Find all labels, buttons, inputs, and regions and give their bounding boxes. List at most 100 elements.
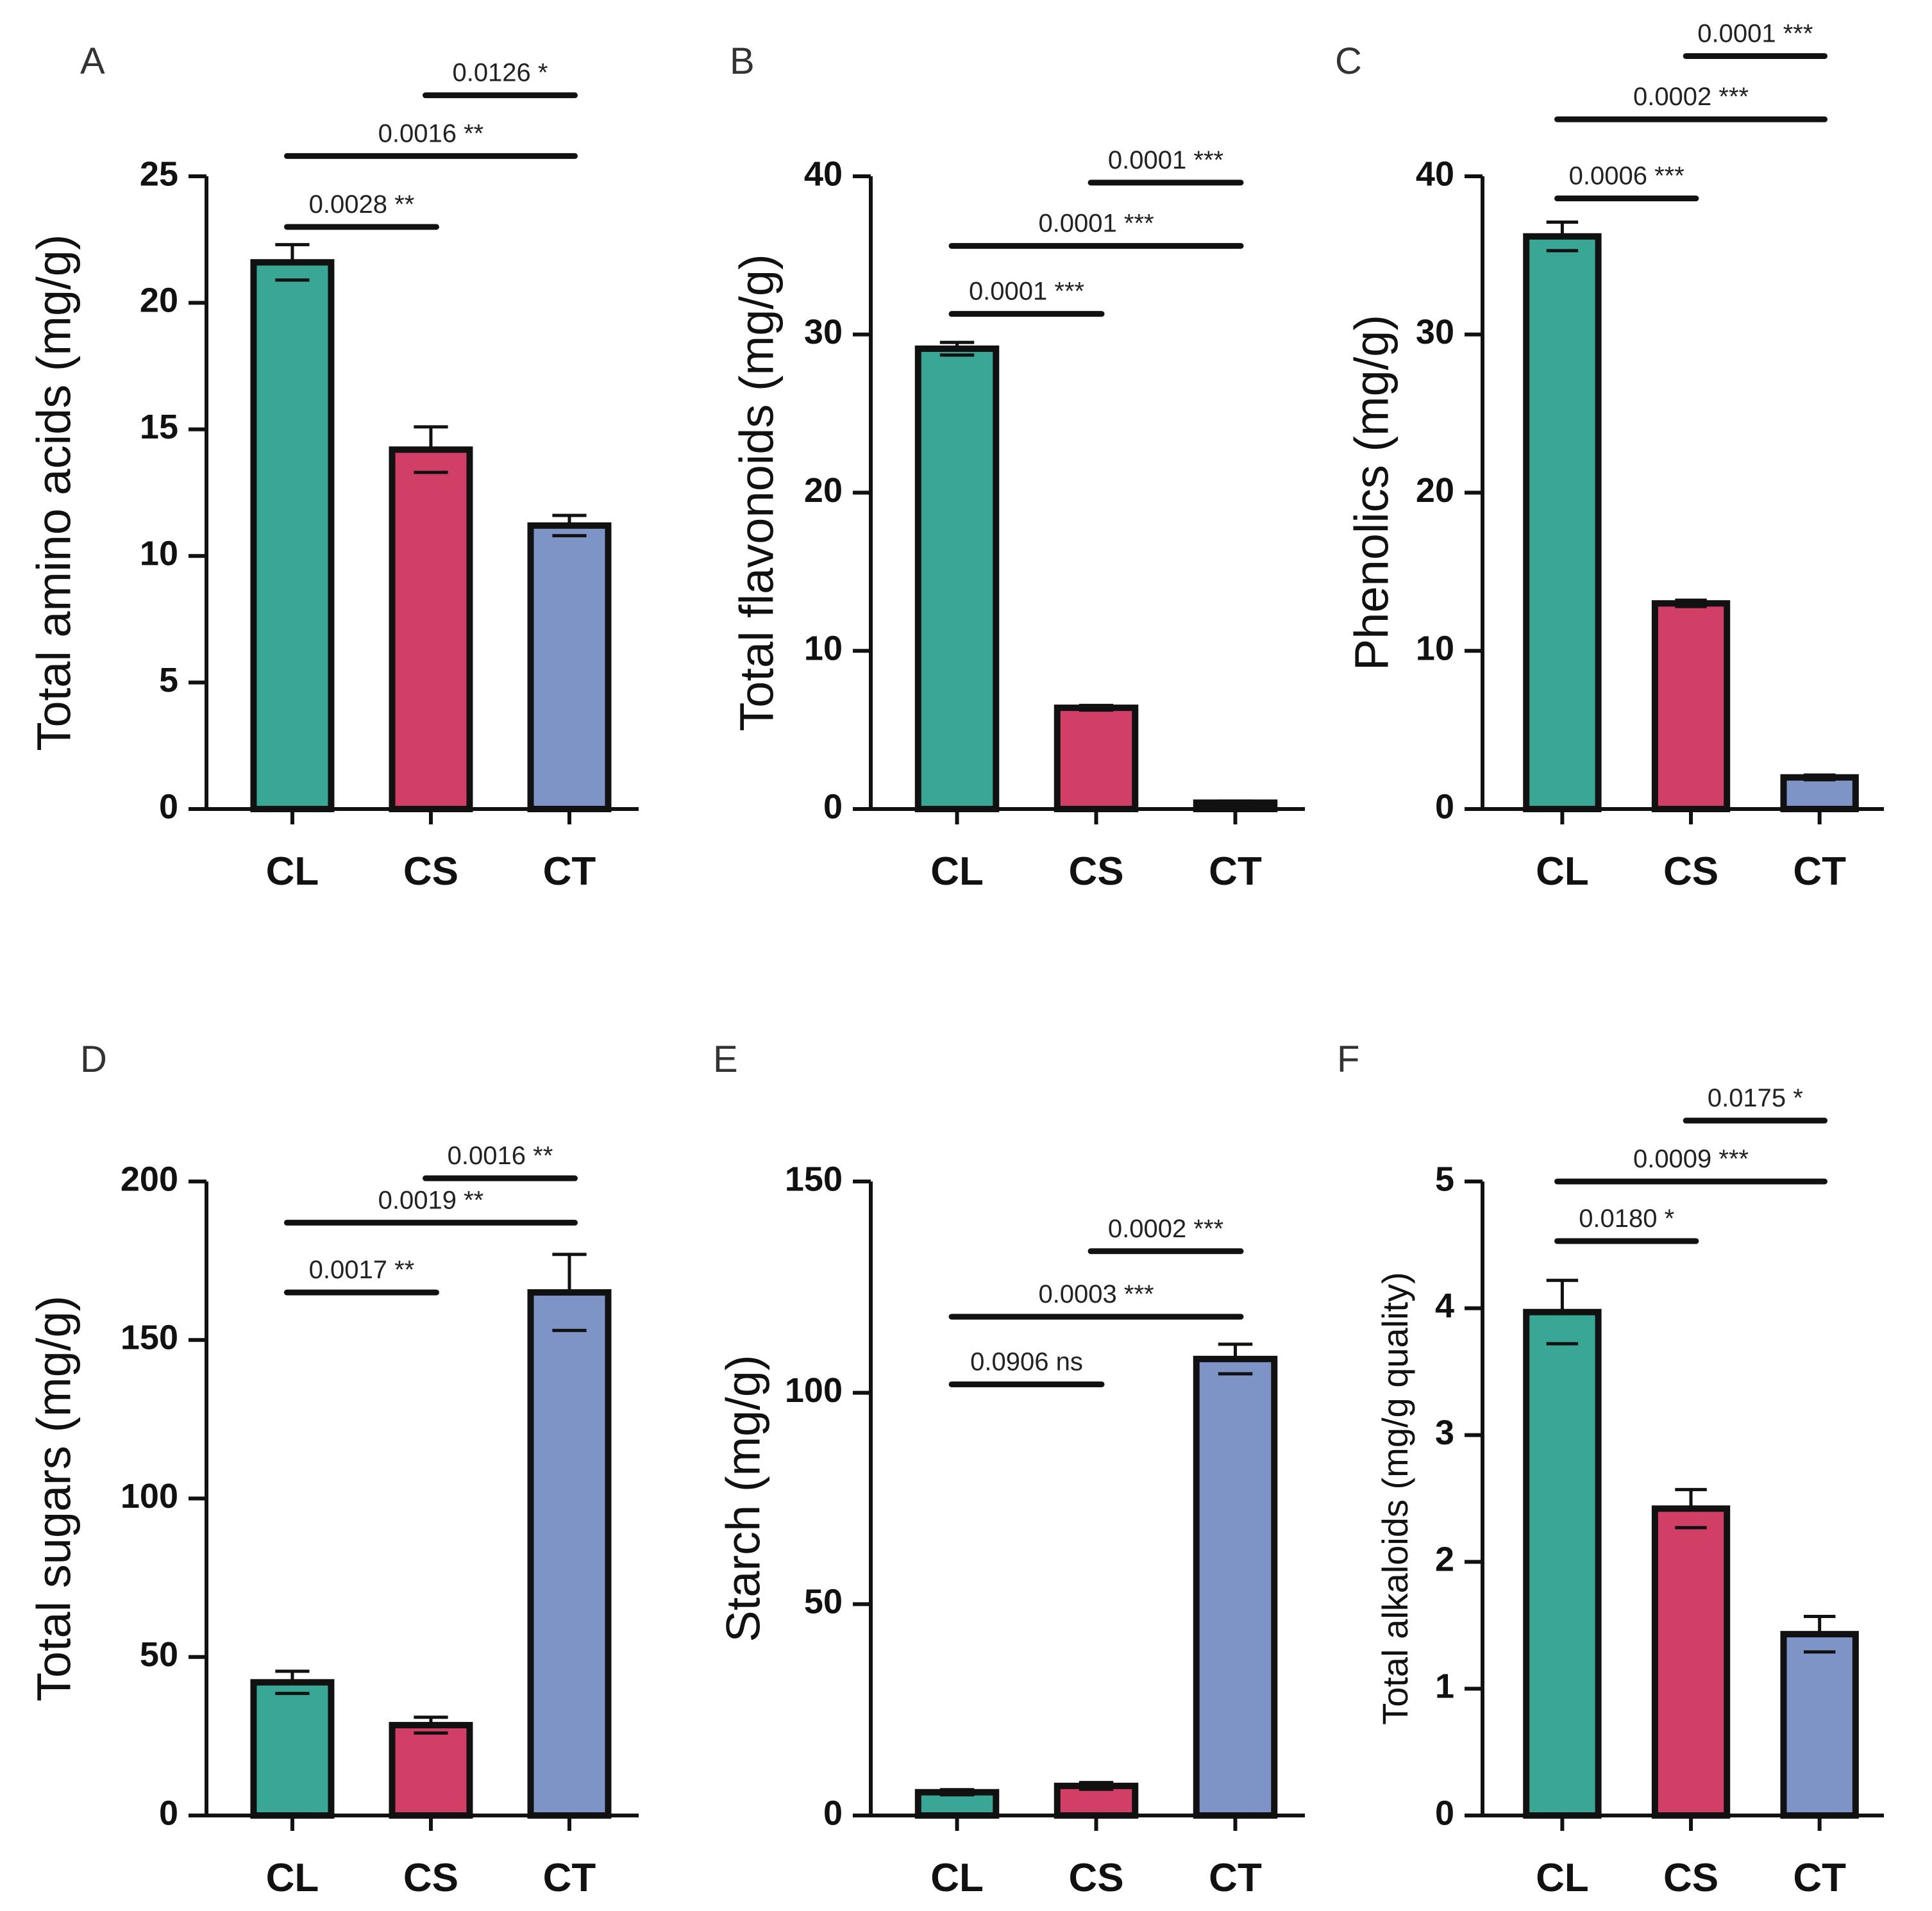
panel-a: A Total amino acids (mg/g) 0 5 10 15 20 25 CL C… [28, 40, 639, 894]
panel-letter: F [1337, 1039, 1359, 1080]
x-tick-label-cs: CS [1068, 849, 1123, 894]
x-tick-label-cl: CL [1536, 1856, 1589, 1900]
y-tick-label: 50 [804, 1583, 843, 1621]
significance-label: 0.0126 * [452, 59, 548, 87]
panel-letter: C [1335, 40, 1362, 82]
bar-cl [250, 259, 335, 812]
significance-label: 0.0016 ** [448, 1142, 553, 1170]
bar-cl [1523, 1308, 1602, 1819]
y-tick-label: 20 [140, 281, 178, 320]
x-tick-label-cs: CS [1068, 1856, 1123, 1900]
y-tick-label: 100 [121, 1477, 178, 1515]
y-tick-label: 0 [1435, 1794, 1454, 1832]
x-tick-label-ct: CT [543, 1856, 596, 1900]
bar-cl [250, 1679, 335, 1819]
bar-cs [389, 1722, 473, 1819]
panel-e: E Starch (mg/g) 0 50 100 150 CL CS CT 0.0906 ns… [713, 1039, 1305, 1900]
significance-label: 0.0019 ** [378, 1186, 484, 1214]
significance-label: 0.0001 *** [969, 278, 1084, 306]
bar-ct [527, 1289, 612, 1819]
significance-label: 0.0906 ns [970, 1348, 1083, 1376]
y-tick-label: 150 [785, 1160, 843, 1198]
significance-label: 0.0001 *** [1697, 19, 1813, 47]
x-tick-label-cs: CS [403, 1856, 458, 1900]
bar-cl [914, 345, 1000, 812]
significance-label: 0.0028 ** [309, 190, 415, 219]
y-tick-label: 0 [1435, 787, 1454, 826]
significance-label: 0.0180 * [1579, 1205, 1674, 1233]
panel-d: D Total sugars (mg/g) 0 50 100 150 200 CL CS CT… [28, 1039, 639, 1900]
y-axis-label: Total amino acids (mg/g) [28, 234, 81, 751]
y-tick-label: 0 [823, 1794, 843, 1832]
panel-letter: B [730, 40, 755, 82]
y-tick-label: 25 [140, 154, 178, 193]
bar-ct [1780, 774, 1859, 813]
y-axis-label: Phenolics (mg/g) [1345, 315, 1399, 671]
x-tick-label-cl: CL [1536, 849, 1589, 894]
panel-b: B Total flavonoids (mg/g) 0 10 20 30 40 CL CS C… [730, 40, 1305, 894]
y-tick-label: 10 [1416, 630, 1454, 668]
panel-letter: E [713, 1039, 738, 1080]
bar-cs [1054, 705, 1139, 812]
bar-cs [1651, 1505, 1731, 1819]
y-axis-label: Starch (mg/g) [717, 1355, 770, 1642]
y-axis-label: Total alkaloids (mg/g quality) [1375, 1272, 1415, 1725]
panel-letter: A [80, 40, 105, 82]
y-tick-label: 50 [140, 1635, 178, 1674]
y-tick-label: 20 [804, 471, 843, 510]
significance-label: 0.0006 *** [1569, 162, 1684, 190]
bar-cl [1523, 233, 1602, 812]
bar-cs [1651, 600, 1731, 812]
y-tick-label: 0 [823, 787, 843, 826]
significance-label: 0.0003 *** [1038, 1280, 1154, 1308]
y-tick-label: 10 [804, 630, 843, 668]
bar-cs [389, 446, 473, 812]
y-axis-label: Total sugars (mg/g) [28, 1296, 81, 1701]
x-tick-label-ct: CT [1793, 1856, 1846, 1900]
significance-label: 0.0001 *** [1038, 210, 1154, 238]
significance-label: 0.0009 *** [1633, 1145, 1749, 1173]
y-tick-label: 3 [1435, 1414, 1454, 1452]
x-tick-label-cl: CL [266, 849, 319, 894]
x-tick-label-cs: CS [403, 849, 458, 894]
bar-ct [1193, 1355, 1278, 1819]
x-tick-label-ct: CT [1209, 849, 1262, 894]
significance-label: 0.0001 *** [1108, 146, 1223, 174]
significance-label: 0.0175 * [1708, 1084, 1803, 1112]
significance-label: 0.0016 ** [378, 119, 484, 147]
y-tick-label: 40 [1416, 154, 1454, 193]
panel-f: F Total alkaloids (mg/g quality) 0 1 2 3 4 5 C… [1337, 1039, 1884, 1900]
panel-c: C Phenolics (mg/g) 0 10 20 30 40 CL CS CT 0.0006… [1335, 19, 1884, 894]
y-tick-label: 200 [121, 1160, 178, 1198]
bar-ct [527, 522, 612, 812]
significance-label: 0.0002 *** [1108, 1215, 1223, 1243]
x-tick-label-ct: CT [1209, 1856, 1262, 1900]
x-tick-label-ct: CT [1793, 849, 1846, 894]
y-tick-label: 30 [1416, 313, 1454, 351]
x-tick-label-ct: CT [543, 849, 596, 894]
y-tick-label: 4 [1435, 1287, 1454, 1325]
y-tick-label: 10 [140, 534, 178, 572]
x-tick-label-cl: CL [266, 1856, 319, 1900]
significance-label: 0.0002 *** [1633, 83, 1749, 111]
panel-letter: D [80, 1039, 107, 1080]
y-tick-label: 40 [804, 154, 843, 193]
y-tick-label: 30 [804, 313, 843, 351]
y-tick-label: 150 [121, 1319, 178, 1357]
y-tick-label: 5 [159, 661, 178, 699]
bar-ct [1780, 1631, 1859, 1819]
y-tick-label: 2 [1435, 1540, 1454, 1579]
y-tick-label: 100 [785, 1371, 843, 1410]
x-tick-label-cl: CL [930, 1856, 984, 1900]
significance-label: 0.0017 ** [309, 1256, 415, 1284]
y-tick-label: 1 [1435, 1667, 1454, 1705]
y-axis-label: Total flavonoids (mg/g) [730, 254, 784, 731]
y-tick-label: 0 [159, 1794, 178, 1832]
y-tick-label: 5 [1435, 1160, 1454, 1198]
y-tick-label: 15 [140, 408, 178, 446]
x-tick-label-cs: CS [1663, 849, 1718, 894]
y-tick-label: 20 [1416, 471, 1454, 510]
x-tick-label-cl: CL [930, 849, 984, 894]
x-tick-label-cs: CS [1663, 1856, 1718, 1900]
